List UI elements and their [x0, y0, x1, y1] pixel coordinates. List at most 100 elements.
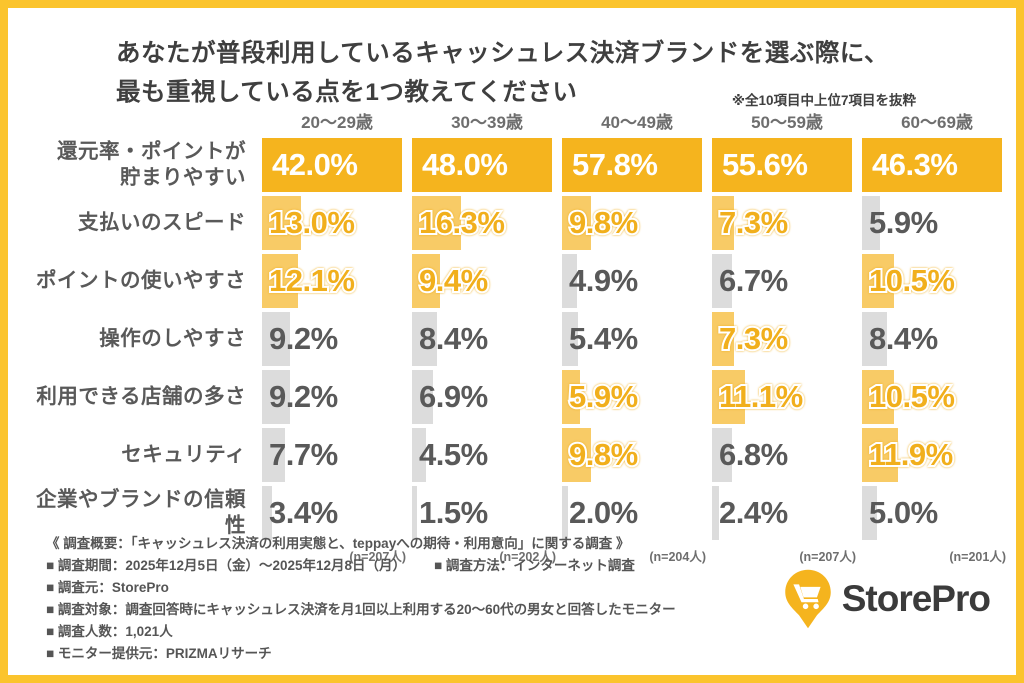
value-label: 2.0% — [569, 495, 638, 530]
value-label: 57.8% — [572, 147, 658, 182]
value-bar — [712, 312, 734, 366]
footer-segment: ■ モニター提供元：PRIZMAリサーチ — [46, 646, 272, 661]
sample-size: (n=207人) — [799, 550, 856, 564]
value-label: 5.9% — [869, 205, 938, 240]
value-label: 9.8% — [567, 203, 640, 242]
chart-cell: 10.5% — [862, 368, 1012, 426]
survey-bar-chart: 20〜29歳 30〜39歳 40〜49歳 50〜59歳 60〜69歳 還元率・ポイントが … — [20, 108, 1016, 572]
sample-size: (n=207人) — [349, 550, 406, 564]
chart-cell: 48.0% — [412, 136, 562, 194]
value-label: 46.3% — [872, 147, 958, 182]
value-label: 7.7% — [269, 437, 338, 472]
chart-cell: 11.1% — [712, 368, 862, 426]
chart-cell: 6.7% — [712, 252, 862, 310]
chart-cell: 5.4% — [562, 310, 712, 368]
footer-line: ■ 調査対象：調査回答時にキャッシュレス決済を月1回以上利用する20〜60代の男… — [46, 599, 782, 643]
chart-cell: 5.9% — [862, 194, 1012, 252]
chart-cell: 10.5% — [862, 252, 1012, 310]
chart-cell: 7.3% — [712, 310, 862, 368]
value-bar — [562, 196, 591, 250]
header-spacer — [20, 108, 262, 136]
chart-cell: 57.8% — [562, 136, 712, 194]
footer-segment: 《 調査概要：「キャッシュレス決済の利用実態と、teppayへの期待・利用意向」… — [46, 536, 630, 551]
header: あなたが普段利用しているキャッシュレス決済ブランドを選ぶ際に、 最も重視している… — [8, 8, 1016, 108]
survey-note: ※全10項目中上位7項目を抜粋 — [731, 93, 916, 108]
chart-cell: 7.3% — [712, 194, 862, 252]
row-label: 企業やブランドの信頼性 — [36, 488, 246, 537]
value-label: 1.5% — [419, 495, 488, 530]
value-bar — [412, 370, 433, 424]
value-bar — [412, 254, 440, 308]
sample-size: (n=204人) — [649, 550, 706, 564]
row-label: 利用できる店舗の多さ — [36, 385, 246, 408]
value-bar — [562, 254, 577, 308]
footer-segment: ■ 調査期間：2025年12月5日（金）〜2025年12月8日（月） — [46, 558, 407, 573]
chart-cell: 16.3% — [412, 194, 562, 252]
value-bar — [562, 312, 578, 366]
value-label: 6.9% — [419, 379, 488, 414]
chart-cell: 8.4% — [412, 310, 562, 368]
value-label: 13.0% — [267, 203, 357, 242]
chart-cell: 11.9% — [862, 426, 1012, 484]
chart-cell: 3.4% — [262, 484, 412, 542]
chart-cell: 5.9% — [562, 368, 712, 426]
age-header-row: 20〜29歳 30〜39歳 40〜49歳 50〜59歳 60〜69歳 — [20, 108, 1016, 136]
row-label: 支払いのスピード — [78, 211, 246, 234]
value-label: 5.0% — [869, 495, 938, 530]
sample-size-row: (n=207人) (n=202人) (n=204人) (n=207人) (n=201人) — [20, 546, 1016, 572]
value-bar — [262, 254, 298, 308]
chart-cell: 6.8% — [712, 426, 862, 484]
value-bar — [862, 196, 880, 250]
footer-segment: ■ 調査元：StorePro — [46, 580, 169, 595]
chart-cell: 13.0% — [262, 194, 412, 252]
chart-cell: 4.9% — [562, 252, 712, 310]
footer-segment: ■ 調査対象：調査回答時にキャッシュレス決済を月1回以上利用する20〜60代の男… — [46, 602, 676, 617]
page-title: あなたが普段利用しているキャッシュレス決済ブランドを選ぶ際に、 最も重視している… — [116, 40, 890, 106]
value-bar — [712, 428, 732, 482]
chart-row: ポイントの使いやすさ 12.1% 9.4% 4.9% 6.7% 10.5% — [20, 252, 1016, 310]
storepro-logo: StorePro — [782, 568, 998, 630]
value-label: 8.4% — [869, 321, 938, 356]
value-label: 2.4% — [719, 495, 788, 530]
footer-segment: ■ 調査人数：1,021人 — [46, 624, 173, 639]
chart-cell: 9.2% — [262, 368, 412, 426]
chart-cell: 2.0% — [562, 484, 712, 542]
value-label: 11.1% — [717, 377, 805, 416]
value-bar — [562, 428, 591, 482]
chart-cell: 12.1% — [262, 252, 412, 310]
chart-row: 利用できる店舗の多さ 9.2% 6.9% 5.9% 11.1% 10.5% — [20, 368, 1016, 426]
value-label: 12.1% — [267, 261, 357, 300]
value-label: 4.5% — [419, 437, 488, 472]
value-bar — [862, 370, 894, 424]
value-bar — [862, 428, 898, 482]
chart-cell: 46.3% — [862, 136, 1012, 194]
footer-line: ■ 調査期間：2025年12月5日（金）〜2025年12月8日（月） ■ 調査方法… — [46, 555, 782, 599]
value-label: 9.8% — [567, 435, 640, 474]
chart-row: 還元率・ポイントが 貯まりやすい 42.0% 48.0% 57.8% 55.6% 46.3… — [20, 136, 1016, 194]
footer-line: ■ モニター提供元：PRIZMAリサーチ — [46, 643, 782, 665]
value-label: 8.4% — [419, 321, 488, 356]
chart-cell: 6.9% — [412, 368, 562, 426]
value-label: 11.9% — [867, 435, 955, 474]
chart-cell: 7.7% — [262, 426, 412, 484]
chart-cell: 5.0% — [862, 484, 1012, 542]
sample-size: (n=202人) — [499, 550, 556, 564]
value-label: 3.4% — [269, 495, 338, 530]
value-bar — [712, 196, 734, 250]
value-bar — [262, 138, 402, 192]
chart-cell: 42.0% — [262, 136, 412, 194]
value-label: 7.3% — [717, 319, 790, 358]
value-label: 10.5% — [867, 261, 957, 300]
age-header: 50〜59歳 — [751, 113, 823, 132]
chart-cell: 9.2% — [262, 310, 412, 368]
value-bar — [862, 486, 877, 540]
chart-cell: 4.5% — [412, 426, 562, 484]
value-bar — [262, 370, 290, 424]
value-bar — [862, 138, 1002, 192]
value-bar — [412, 486, 417, 540]
value-bar — [712, 138, 852, 192]
value-bar — [412, 428, 426, 482]
value-label: 55.6% — [722, 147, 808, 182]
age-header: 40〜49歳 — [601, 113, 673, 132]
